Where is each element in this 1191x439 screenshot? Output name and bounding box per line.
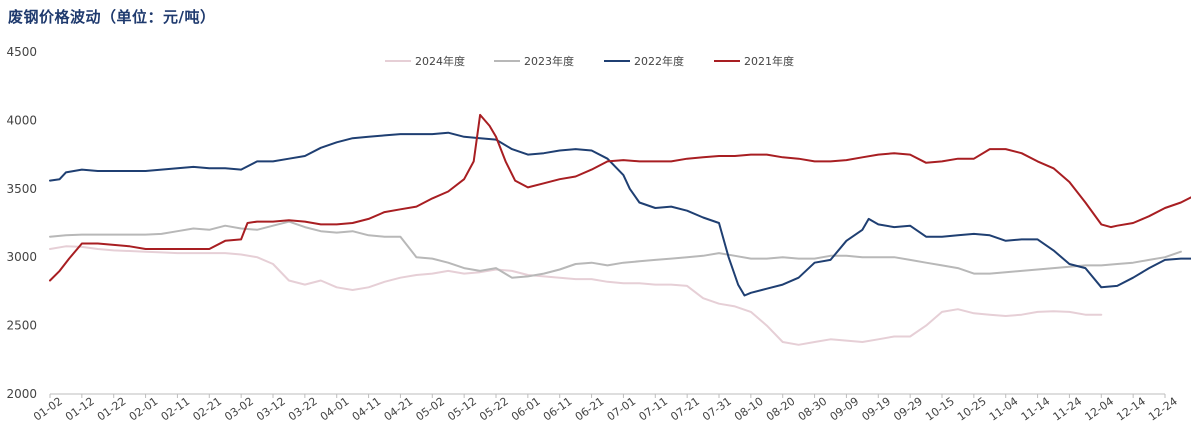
y-tick-label: 3500	[6, 182, 37, 196]
x-tick-label: 06-11	[541, 395, 575, 424]
chart-title: 废钢价格波动（单位：元/吨）	[8, 8, 216, 26]
x-tick-label: 03-12	[254, 395, 288, 424]
series-line-2024年度	[49, 245, 1103, 346]
x-tick-label: 12-14	[1114, 395, 1148, 424]
x-tick-label: 09-29	[891, 395, 925, 424]
x-tick-label: 11-04	[987, 395, 1021, 424]
x-tick-label: 09-19	[859, 395, 893, 424]
x-tick-label: 06-21	[573, 395, 607, 424]
x-tick-label: 05-02	[413, 395, 447, 424]
y-tick-label: 3000	[6, 250, 37, 264]
series-line-2023年度	[49, 220, 1182, 279]
x-tick-label: 08-30	[796, 395, 830, 424]
legend-label: 2023年度	[524, 54, 574, 68]
legend-label: 2024年度	[415, 54, 465, 68]
x-tick-label: 08-10	[732, 395, 766, 424]
series-layer	[49, 113, 1191, 346]
x-tick-label: 12-04	[1082, 395, 1116, 424]
x-tick-label: 04-21	[382, 395, 416, 424]
series-line-2021年度	[49, 113, 1191, 282]
y-tick-label: 2000	[6, 387, 37, 401]
x-tick-label: 05-12	[445, 395, 479, 424]
x-tick-label: 11-24	[1051, 395, 1085, 424]
x-tick-label: 02-11	[159, 395, 193, 424]
x-tick-label: 05-22	[477, 395, 511, 424]
y-tick-label: 4000	[6, 113, 37, 127]
x-tick-label: 12-24	[1146, 395, 1180, 424]
series-line-2022年度	[49, 131, 1191, 297]
axis-layer: 20002500300035004000450001-0201-1201-220…	[6, 45, 1179, 424]
legend-item-2023年度: 2023年度	[494, 54, 574, 68]
x-tick-label: 08-20	[764, 395, 798, 424]
x-tick-label: 06-01	[509, 395, 543, 424]
x-tick-label: 01-12	[63, 395, 97, 424]
x-tick-label: 03-22	[286, 395, 320, 424]
x-tick-label: 10-25	[955, 395, 989, 424]
x-tick-label: 01-22	[95, 395, 129, 424]
x-tick-label: 07-11	[636, 395, 670, 424]
x-tick-label: 07-01	[605, 395, 639, 424]
legend-label: 2021年度	[744, 54, 794, 68]
x-tick-label: 03-02	[222, 395, 256, 424]
y-tick-label: 2500	[6, 319, 37, 333]
legend-item-2022年度: 2022年度	[604, 54, 684, 68]
x-tick-label: 04-11	[350, 395, 384, 424]
legend-item-2021年度: 2021年度	[714, 54, 794, 68]
x-tick-label: 07-21	[668, 395, 702, 424]
x-tick-label: 02-01	[127, 395, 161, 424]
legend-label: 2022年度	[634, 54, 684, 68]
x-tick-label: 04-01	[318, 395, 352, 424]
x-tick-label: 10-15	[923, 395, 957, 424]
x-tick-label: 11-14	[1019, 395, 1053, 424]
x-tick-label: 09-09	[828, 395, 862, 424]
x-tick-label: 07-31	[700, 395, 734, 424]
y-tick-label: 4500	[6, 45, 37, 59]
legend-item-2024年度: 2024年度	[385, 54, 465, 68]
legend: 2024年度 2023年度 2022年度 2021年度	[385, 54, 794, 68]
x-tick-label: 02-21	[190, 395, 224, 424]
